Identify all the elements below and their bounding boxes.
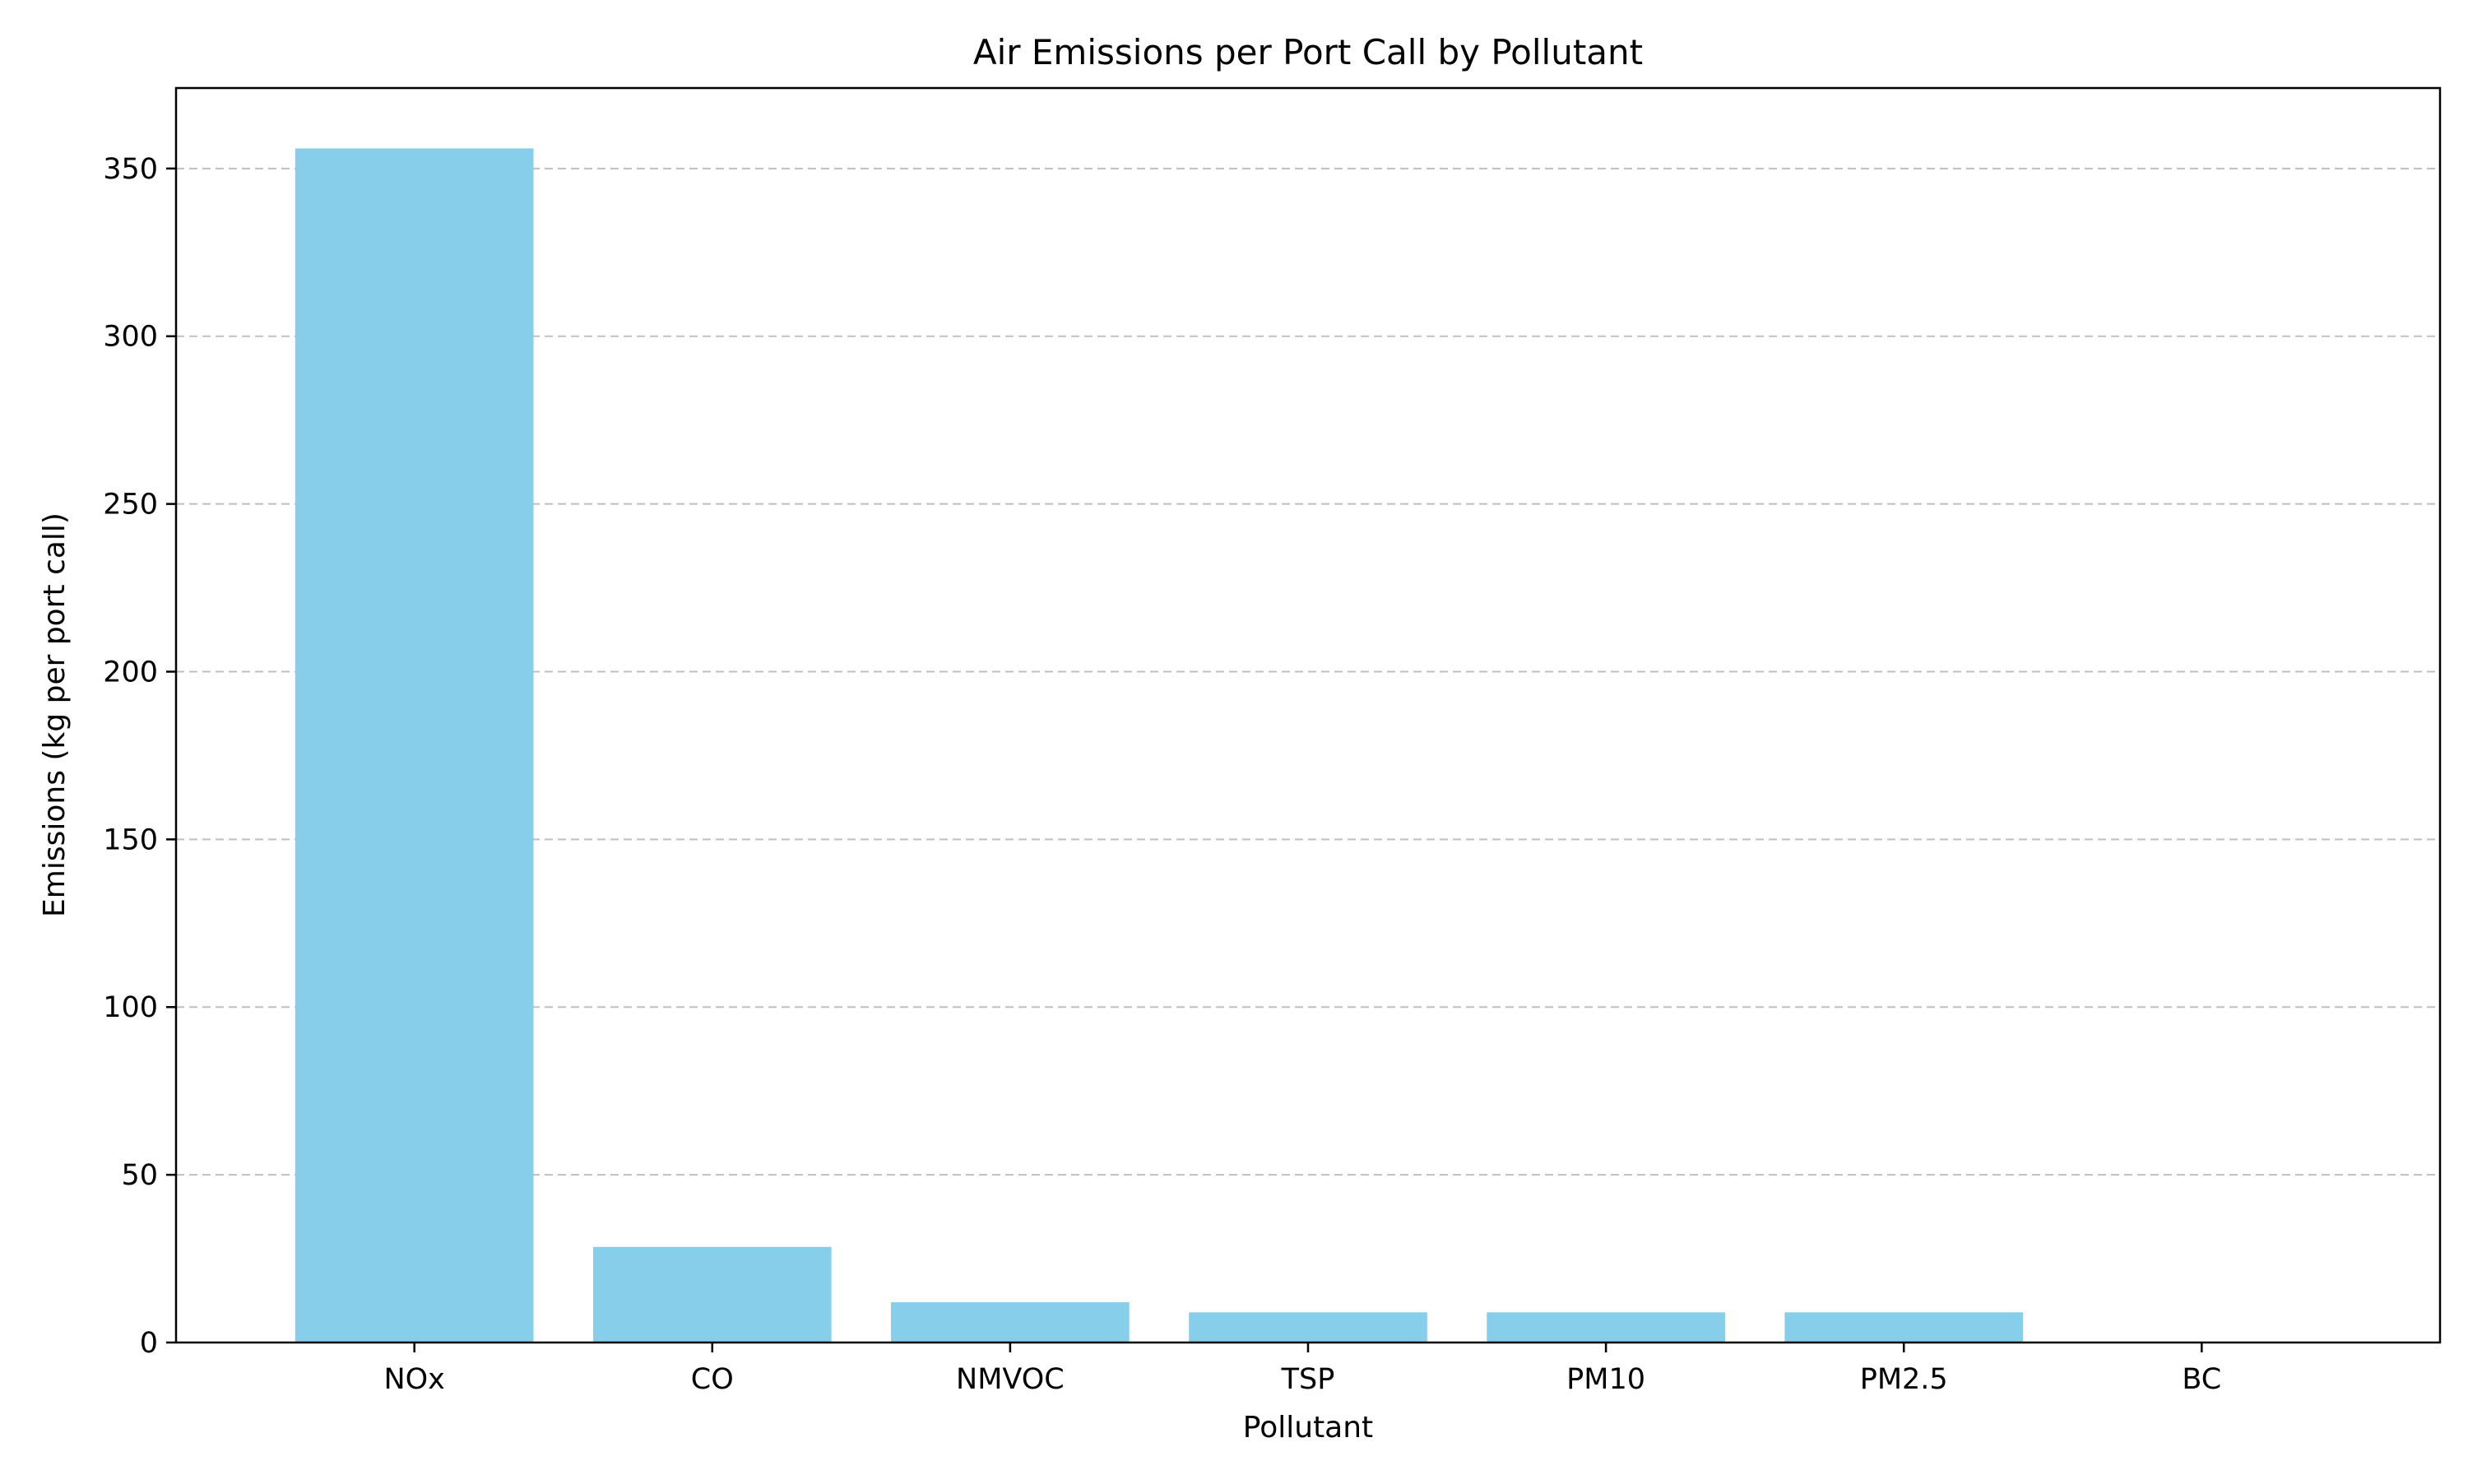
y-axis-ticks: 0 50 100 150 200 250 300 350: [103, 153, 176, 1360]
y-tick-label: 0: [140, 1327, 158, 1360]
x-tick-label: PM2.5: [1860, 1363, 1948, 1396]
bar-pm10: [1487, 1312, 1725, 1343]
y-tick-label: 100: [103, 991, 158, 1024]
y-tick-label: 300: [103, 321, 158, 354]
y-axis-label: Emissions (kg per port call): [38, 512, 72, 917]
x-axis-ticks: NOx CO NMVOC TSP PM10 PM2.5 BC: [383, 1343, 2221, 1396]
gridlines: [176, 167, 2440, 1176]
y-tick-label: 350: [103, 153, 158, 186]
bar-pm2-5: [1784, 1312, 2024, 1343]
x-tick-label: TSP: [1281, 1363, 1335, 1396]
y-tick-label: 200: [103, 656, 158, 689]
bar-tsp: [1189, 1312, 1427, 1343]
bar-nox: [295, 148, 534, 1343]
y-tick-label: 150: [103, 823, 158, 856]
y-tick-label: 250: [103, 489, 158, 522]
bar-co: [592, 1246, 832, 1343]
x-tick-label: CO: [691, 1363, 734, 1396]
x-tick-label: PM10: [1566, 1363, 1645, 1396]
x-axis-label: Pollutant: [1243, 1411, 1373, 1445]
x-tick-label: NOx: [383, 1363, 444, 1396]
y-tick-label: 50: [121, 1159, 158, 1192]
chart-title: Air Emissions per Port Call by Pollutant: [973, 32, 1643, 72]
x-tick-label: NMVOC: [956, 1363, 1065, 1396]
bar-nmvoc: [891, 1302, 1130, 1343]
bars: [295, 148, 2322, 1343]
x-tick-label: BC: [2182, 1363, 2221, 1396]
